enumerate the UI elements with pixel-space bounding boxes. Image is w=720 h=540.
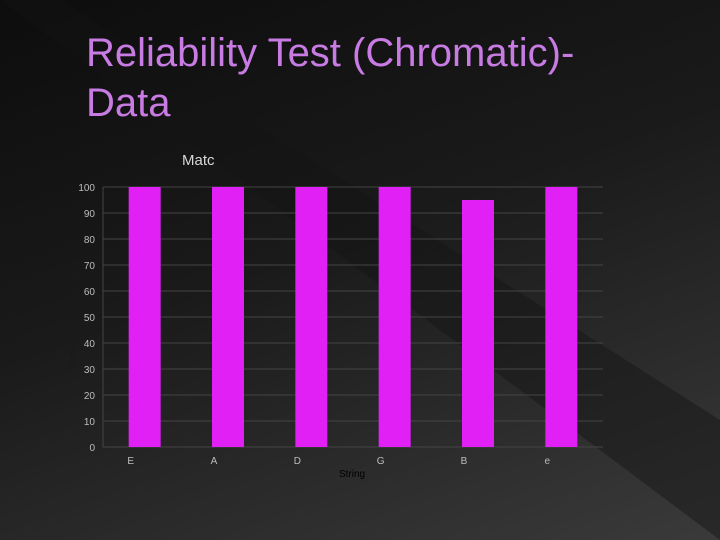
bars [128, 187, 578, 447]
grid-lines [102, 186, 603, 448]
y-axis-label: Percentage of Matches [68, 265, 79, 368]
bar-E [128, 187, 161, 447]
bar-B [462, 200, 494, 447]
y-tick-label: 70 [84, 261, 96, 272]
bar-e [545, 187, 578, 447]
y-tick-label: 10 [84, 417, 96, 428]
slide-title: Reliability Test (Chromatic)- Data [86, 28, 686, 128]
x-tick-label: A [211, 456, 218, 467]
y-tick-label: 0 [89, 443, 95, 454]
x-tick-label: D [294, 456, 301, 467]
y-tick-labels: 0 10 20 30 40 50 60 70 80 90 100 [78, 183, 95, 454]
x-tick-label: e [545, 456, 551, 467]
x-axis-label: String [339, 469, 365, 480]
x-tick-label: B [461, 456, 468, 467]
bar-G [378, 187, 411, 447]
y-tick-label: 100 [78, 183, 95, 194]
x-tick-label: E [127, 456, 134, 467]
y-tick-label: 60 [84, 287, 96, 298]
y-tick-label: 80 [84, 235, 96, 246]
y-tick-label: 40 [84, 339, 96, 350]
slide-title-line2: Data [86, 81, 171, 125]
y-tick-label: 30 [84, 365, 96, 376]
y-tick-label: 20 [84, 391, 96, 402]
chart-title: Matc [182, 152, 215, 169]
bar-D [295, 187, 328, 447]
bar-A [212, 187, 244, 447]
y-tick-label: 50 [84, 313, 96, 324]
y-tick-label: 90 [84, 209, 96, 220]
slide-title-line1: Reliability Test (Chromatic)- [86, 31, 575, 75]
x-tick-label: G [377, 456, 385, 467]
